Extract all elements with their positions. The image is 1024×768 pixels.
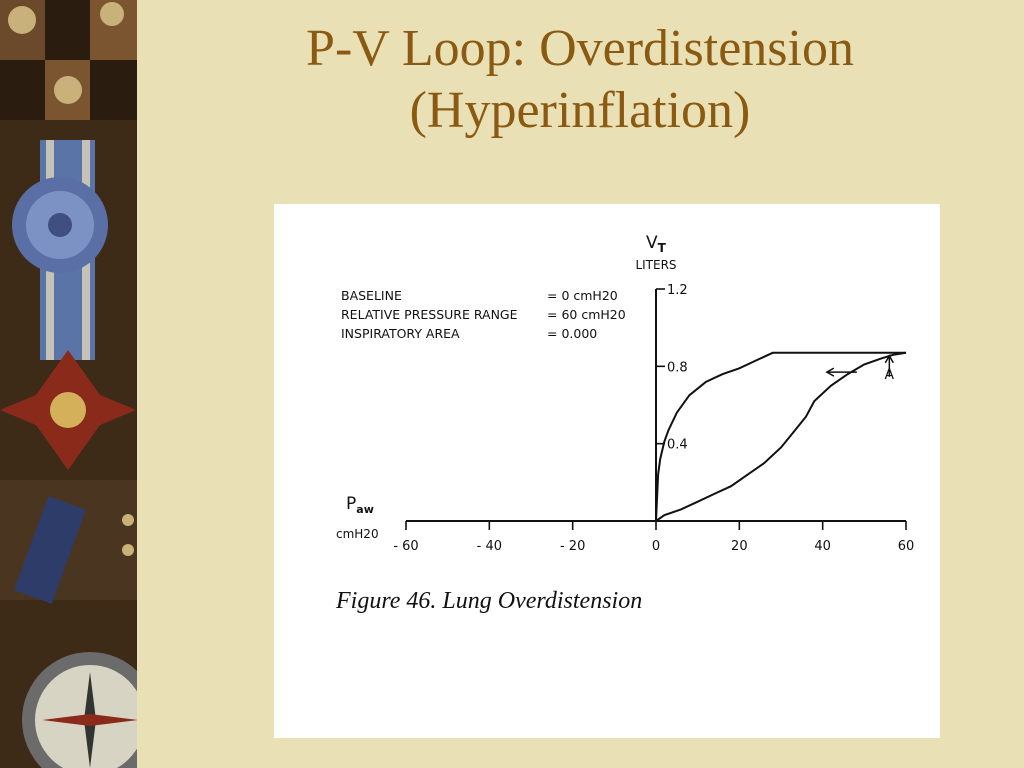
y-tick-label: 0.4 bbox=[667, 438, 688, 453]
decorative-medal-photo bbox=[0, 0, 137, 768]
figure-caption: Figure 46. Lung Overdistension bbox=[336, 588, 643, 614]
x-tick-label: - 60 bbox=[393, 539, 418, 554]
chart-labels: - 60 - 40 - 20 0 20 40 60 0.4 0.8 1.2 VT LITERS Paw c… bbox=[336, 233, 914, 554]
x-axis-unit: cmH20 bbox=[336, 527, 379, 541]
y-tick-label: 1.2 bbox=[667, 283, 688, 298]
info-label-pressure-range: RELATIVE PRESSURE RANGE bbox=[341, 307, 518, 322]
series-line-expiratory bbox=[655, 351, 907, 522]
info-row: RELATIVE PRESSURE RANGE = 60 cmH20 bbox=[341, 305, 626, 324]
pv-loop-chart: - 60 - 40 - 20 0 20 40 60 0.4 0.8 1.2 VT LITERS Paw c… bbox=[336, 233, 914, 554]
annotation-arrowhead-up bbox=[884, 354, 894, 364]
annotation-arrowhead-left bbox=[825, 367, 835, 377]
slide-title: P-V Loop: Overdistension (Hyperinflation… bbox=[150, 18, 1010, 142]
y-axis-unit: LITERS bbox=[635, 258, 676, 272]
info-value-pressure-range: = 60 cmH20 bbox=[547, 307, 626, 322]
series-line-inspiratory bbox=[655, 351, 906, 522]
slide-title-line2: (Hyperinflation) bbox=[409, 82, 751, 139]
y-axis-label: VT bbox=[646, 233, 667, 255]
slide-title-line1: P-V Loop: Overdistension bbox=[306, 20, 854, 77]
info-label-inspiratory-area: INSPIRATORY AREA bbox=[341, 326, 460, 341]
x-tick-label: 60 bbox=[898, 539, 915, 554]
chart-series bbox=[655, 351, 907, 522]
y-tick-label: 0.8 bbox=[667, 360, 688, 375]
x-tick-label: 40 bbox=[814, 539, 831, 554]
x-axis-label-subscript: aw bbox=[356, 503, 374, 516]
info-row: BASELINE = 0 cmH20 bbox=[341, 286, 626, 305]
x-tick-label: 20 bbox=[731, 539, 748, 554]
x-axis-label: Paw bbox=[346, 494, 374, 516]
info-value-baseline: = 0 cmH20 bbox=[547, 288, 618, 303]
y-axis-label-subscript: T bbox=[658, 241, 667, 255]
figure-info-table: BASELINE = 0 cmH20 RELATIVE PRESSURE RAN… bbox=[341, 286, 626, 343]
info-row: INSPIRATORY AREA = 0.000 bbox=[341, 324, 626, 343]
annotation-label: A bbox=[885, 367, 895, 383]
info-label-baseline: BASELINE bbox=[341, 288, 402, 303]
x-tick-label: - 40 bbox=[477, 539, 502, 554]
x-tick-label: - 20 bbox=[560, 539, 585, 554]
figure-panel: - 60 - 40 - 20 0 20 40 60 0.4 0.8 1.2 VT LITERS Paw c… bbox=[274, 204, 940, 738]
info-value-inspiratory-area: = 0.000 bbox=[547, 326, 598, 341]
x-tick-label: 0 bbox=[652, 539, 660, 554]
